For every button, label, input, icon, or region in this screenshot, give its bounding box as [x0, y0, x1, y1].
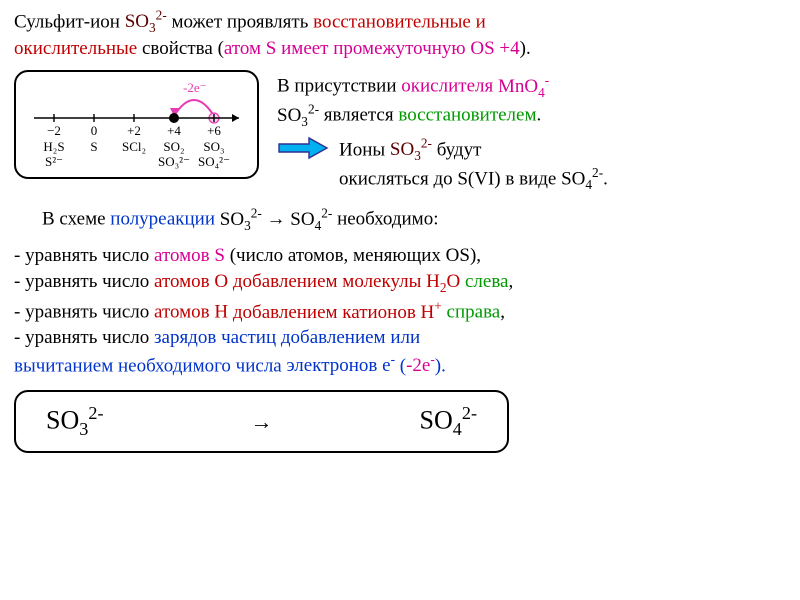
svg-text:SO₃²⁻: SO₃²⁻	[158, 154, 190, 169]
right-text: В присутствии окислителя MnO4- SO32- явл…	[277, 70, 786, 197]
step-1: - уравнять число атомов S (число атомов,…	[14, 244, 786, 268]
svg-text:SCl₂: SCl₂	[122, 139, 146, 154]
ions-text: Ионы SO32- будут окисляться до S(VI) в в…	[339, 136, 608, 193]
svg-text:+2: +2	[127, 123, 141, 138]
svg-text:+6: +6	[207, 123, 221, 138]
step-5: вычитанием необходимого числа электронов…	[14, 352, 786, 378]
svg-text:S: S	[90, 139, 97, 154]
final-so4: SO42-	[420, 402, 478, 441]
svg-text:0: 0	[91, 123, 98, 138]
number-line-svg: -2e⁻ −2 0 +2 +4 +6 H₂S S SCl₂ SO₂ S	[24, 78, 249, 173]
arrow-statement: Ионы SO32- будут окисляться до S(VI) в в…	[277, 136, 786, 193]
final-so3: SO32-	[46, 402, 104, 441]
half-reaction-line: В схеме полуреакции SO32- → SO42- необхо…	[42, 205, 786, 234]
svg-text:−2: −2	[47, 123, 61, 138]
svg-text:S²⁻: S²⁻	[45, 154, 63, 169]
svg-text:+4: +4	[167, 123, 181, 138]
svg-text:H₂S: H₂S	[43, 139, 64, 154]
svg-text:SO₄²⁻: SO₄²⁻	[198, 154, 230, 169]
final-equation-box: SO32- → SO42-	[14, 390, 509, 453]
step-4: - уравнять число зарядов частиц добавлен…	[14, 326, 786, 350]
oxidation-number-line: -2e⁻ −2 0 +2 +4 +6 H₂S S SCl₂ SO₂ S	[14, 70, 259, 179]
oxidizer-text: В присутствии окислителя MnO4- SO32- явл…	[277, 72, 786, 129]
svg-text:-2e⁻: -2e⁻	[183, 80, 206, 95]
step-2: - уравнять число атомов O добавлением мо…	[14, 270, 786, 296]
steps-list: - уравнять число атомов S (число атомов,…	[14, 244, 786, 378]
diagram-row: -2e⁻ −2 0 +2 +4 +6 H₂S S SCl₂ SO₂ S	[14, 70, 786, 197]
svg-text:SO₂: SO₂	[163, 139, 184, 154]
final-arrow: →	[251, 408, 273, 436]
title-block: Сульфит-ион SO32- может проявлять восста…	[14, 8, 786, 60]
svg-text:SO₃: SO₃	[203, 139, 224, 154]
title-line2: окислительные свойства (атом S имеет про…	[14, 38, 531, 59]
step-3: - уравнять число атомов H добавлением ка…	[14, 298, 786, 324]
title-line1: Сульфит-ион SO32- может проявлять восста…	[14, 11, 486, 32]
arrow-icon	[277, 136, 329, 160]
